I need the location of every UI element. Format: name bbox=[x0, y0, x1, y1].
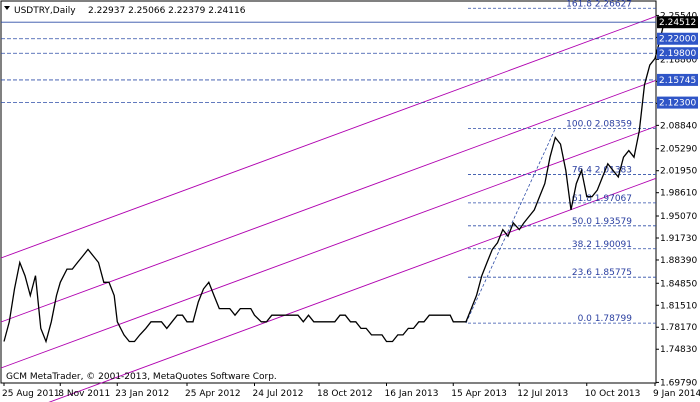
price-label-box bbox=[657, 73, 698, 86]
fib-level-label: 50.0 1.93579 bbox=[572, 217, 632, 227]
x-tick-label: 10 Oct 2013 bbox=[585, 389, 641, 399]
fib-level-label: 76.4 2.01383 bbox=[572, 165, 632, 175]
y-tick-label: 2.05290 bbox=[660, 145, 697, 155]
fib-level-label: 100.0 2.08359 bbox=[566, 120, 632, 130]
x-tick-label: 24 Jul 2012 bbox=[253, 389, 304, 399]
y-tick-label: 1.69790 bbox=[660, 378, 697, 388]
y-tick-label: 1.98610 bbox=[660, 189, 697, 199]
x-tick-label: 25 Aug 2011 bbox=[2, 389, 60, 399]
price-label-text: 2.24512 bbox=[659, 18, 696, 28]
x-tick-label: 8 Nov 2011 bbox=[58, 389, 110, 399]
x-tick-label: 16 Jan 2013 bbox=[385, 389, 439, 399]
x-tick-label: 23 Jan 2012 bbox=[115, 389, 169, 399]
horizontal-price-lines bbox=[1, 21, 656, 103]
x-tick-label: 9 Jan 2014 bbox=[653, 389, 700, 399]
x-tick-label: 25 Apr 2012 bbox=[185, 389, 241, 399]
price-label-text: 2.22000 bbox=[659, 35, 696, 45]
price-label-box bbox=[657, 47, 698, 60]
x-tick-label: 12 Jul 2013 bbox=[517, 389, 568, 399]
price-label-text: 2.12300 bbox=[659, 99, 696, 109]
price-label-box bbox=[657, 32, 698, 45]
y-tick-label: 1.95070 bbox=[660, 212, 697, 222]
price-label-text: 2.15745 bbox=[659, 76, 696, 86]
x-tick-label: 18 Oct 2012 bbox=[317, 389, 373, 399]
y-tick-label: 1.91730 bbox=[660, 234, 697, 244]
dropdown-triangle-icon[interactable] bbox=[4, 6, 10, 10]
copyright-text: GCM MetaTrader, © 2001-2013, MetaQuotes … bbox=[6, 372, 277, 382]
y-tick-label: 2.01950 bbox=[660, 167, 697, 177]
regression-channel-lines bbox=[0, 15, 657, 402]
fibonacci-trendline bbox=[465, 128, 556, 324]
y-tick-label: 2.18860 bbox=[660, 55, 697, 65]
x-tick-label: 15 Apr 2013 bbox=[451, 389, 507, 399]
y-tick-label: 1.81510 bbox=[660, 301, 697, 311]
fib-level-label: 0.0 1.78799 bbox=[578, 314, 633, 324]
fib-level-label: 38.2 1.90091 bbox=[572, 240, 632, 250]
symbol-title: USDTRY,Daily bbox=[14, 6, 76, 16]
channel-line bbox=[0, 125, 657, 369]
price-label-text: 2.19800 bbox=[659, 49, 696, 59]
y-tick-label: 1.74830 bbox=[660, 345, 697, 355]
channel-line bbox=[48, 177, 657, 402]
fib-level-label: 61.8 1.97067 bbox=[572, 194, 632, 204]
y-tick-label: 1.84850 bbox=[660, 279, 697, 289]
channel-line bbox=[0, 15, 657, 259]
channel-line bbox=[0, 79, 657, 323]
price-label-box bbox=[657, 16, 698, 29]
y-tick-label: 1.78170 bbox=[660, 323, 697, 333]
y-tick-label: 1.88390 bbox=[660, 256, 697, 266]
price-label-box bbox=[657, 96, 698, 109]
plot-frame bbox=[0, 0, 657, 384]
price-labels: 2.24512 2.22000 2.19800 2.15745 2.12300 bbox=[657, 16, 698, 109]
y-tick-label: 2.08840 bbox=[660, 121, 697, 131]
ohlc-values: 2.22937 2.25066 2.22379 2.24116 bbox=[88, 6, 246, 16]
fib-level-label: 161.8 2.26627 bbox=[566, 0, 632, 9]
fib-level-label: 23.6 1.85775 bbox=[572, 268, 632, 278]
fibonacci-retracement: 161.8 2.26627 100.0 2.08359 76.4 2.01383 61… bbox=[468, 0, 656, 324]
price-series-line bbox=[3, 25, 664, 344]
